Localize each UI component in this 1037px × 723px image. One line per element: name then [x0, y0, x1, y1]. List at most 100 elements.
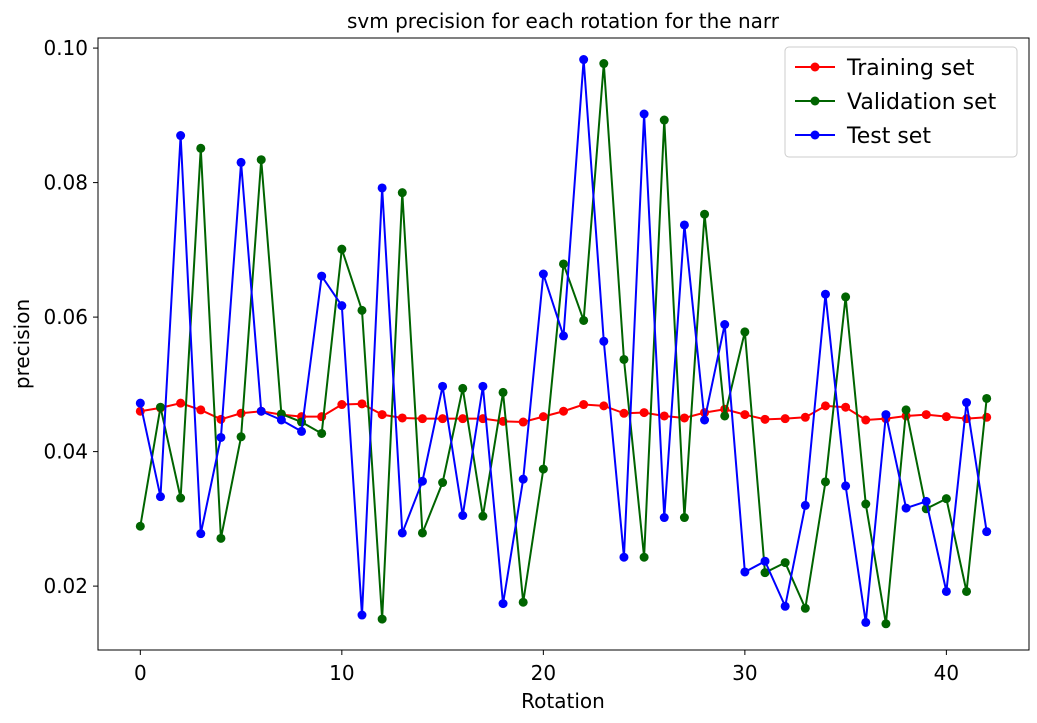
data-point: [579, 55, 589, 65]
data-point: [579, 400, 589, 410]
legend-label: Training set: [846, 56, 975, 81]
data-point: [176, 493, 186, 503]
data-point: [397, 528, 407, 538]
x-tick-label: 0: [134, 661, 147, 685]
y-axis: 0.02 0.04 0.06 0.08 0.10: [43, 36, 98, 598]
data-point: [720, 411, 730, 421]
data-point: [216, 533, 226, 543]
data-point: [780, 558, 790, 568]
data-point: [619, 552, 629, 562]
data-point: [659, 513, 669, 523]
data-point: [921, 410, 931, 420]
series-3: [135, 55, 992, 627]
data-point: [780, 414, 790, 424]
data-point: [458, 383, 468, 393]
data-point: [700, 209, 710, 219]
data-point: [599, 59, 609, 69]
data-point: [740, 567, 750, 577]
legend-item: Test set: [795, 124, 931, 149]
x-tick-label: 40: [934, 661, 959, 685]
data-point: [498, 387, 508, 397]
data-point: [155, 402, 165, 412]
data-point: [881, 410, 891, 420]
data-point: [176, 398, 186, 408]
data-point: [962, 398, 972, 408]
data-point: [559, 331, 568, 341]
legend-marker: [810, 96, 820, 106]
y-tick-label: 0.06: [43, 305, 88, 329]
data-point: [538, 464, 548, 474]
data-point: [639, 408, 649, 418]
data-point: [740, 410, 750, 420]
data-point: [357, 399, 367, 409]
data-point: [780, 601, 790, 611]
data-point: [377, 183, 387, 193]
legend-marker: [810, 62, 820, 72]
data-point: [196, 143, 206, 153]
data-point: [357, 610, 367, 620]
data-point: [216, 432, 226, 442]
data-point: [317, 428, 327, 438]
data-point: [176, 131, 186, 141]
data-point: [820, 289, 830, 299]
data-point: [256, 155, 266, 165]
data-point: [820, 401, 830, 411]
data-point: [337, 244, 347, 254]
data-point: [619, 408, 629, 418]
data-point: [679, 413, 689, 423]
data-point: [397, 188, 407, 198]
data-point: [518, 597, 528, 607]
y-axis-label: precision: [10, 299, 34, 389]
data-point: [659, 411, 669, 421]
data-point: [901, 405, 911, 415]
x-tick-label: 20: [531, 661, 556, 685]
data-point: [135, 521, 145, 531]
data-point: [941, 494, 951, 504]
data-point: [478, 511, 488, 521]
legend-marker: [810, 130, 820, 140]
data-point: [256, 406, 266, 416]
y-tick-label: 0.10: [43, 36, 88, 60]
data-point: [659, 115, 669, 125]
data-point: [135, 398, 145, 408]
data-point: [377, 410, 387, 420]
data-point: [700, 415, 710, 425]
data-point: [800, 500, 810, 510]
data-point: [518, 417, 528, 427]
data-point: [679, 513, 689, 523]
plot-area: [135, 55, 992, 629]
data-point: [518, 474, 528, 484]
chart-title: svm precision for each rotation for the …: [347, 9, 780, 33]
plot-frame: [97, 37, 1030, 651]
y-tick-label: 0.02: [43, 574, 88, 598]
data-point: [276, 415, 286, 425]
data-point: [941, 586, 951, 596]
data-point: [861, 415, 871, 425]
data-point: [216, 414, 226, 424]
data-point: [639, 109, 649, 119]
series-2: [135, 59, 992, 629]
legend-label: Validation set: [847, 90, 997, 115]
data-point: [538, 269, 548, 279]
data-point: [297, 426, 307, 436]
data-point: [720, 319, 730, 329]
legend-item: Validation set: [795, 90, 997, 115]
data-point: [417, 476, 427, 486]
data-point: [841, 481, 851, 491]
legend-box: [784, 46, 1018, 158]
data-point: [337, 301, 347, 311]
data-point: [921, 496, 931, 506]
data-point: [357, 305, 367, 315]
x-tick-label: 30: [732, 661, 757, 685]
data-point: [861, 499, 871, 509]
data-point: [196, 405, 206, 415]
y-tick-label: 0.04: [43, 440, 88, 464]
legend-label: Test set: [846, 124, 931, 149]
x-axis: 0 10 20 30 40: [134, 650, 959, 685]
data-point: [881, 619, 891, 629]
data-point: [599, 336, 609, 346]
data-point: [417, 414, 427, 424]
data-point: [538, 412, 548, 422]
